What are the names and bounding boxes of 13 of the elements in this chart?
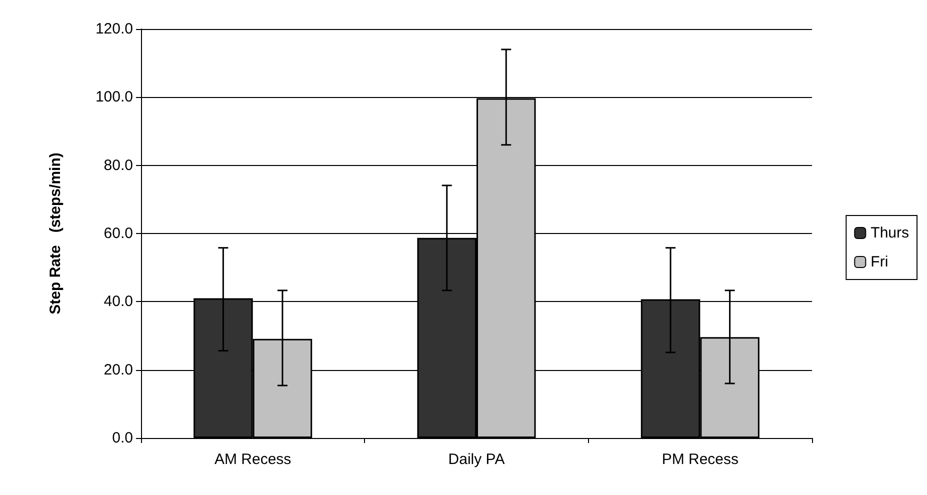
- y-tick-label: 80.0: [104, 156, 133, 174]
- x-tick-label: PM Recess: [662, 451, 739, 468]
- y-tick-label: 120.0: [95, 20, 133, 38]
- y-tick-label: 0.0: [112, 430, 133, 446]
- x-tick-label: Daily PA: [448, 451, 505, 468]
- legend-label: Thurs: [870, 224, 909, 242]
- y-tick-label: 20.0: [104, 361, 133, 378]
- y-tick-label: 100.0: [95, 88, 133, 106]
- y-tick-label: 40.0: [104, 293, 133, 310]
- legend-label: Fri: [870, 254, 888, 270]
- y-axis-title: Step Rate (steps/min): [47, 152, 64, 314]
- y-tick-label: 60.0: [104, 225, 133, 242]
- x-tick-label: AM Recess: [214, 451, 292, 468]
